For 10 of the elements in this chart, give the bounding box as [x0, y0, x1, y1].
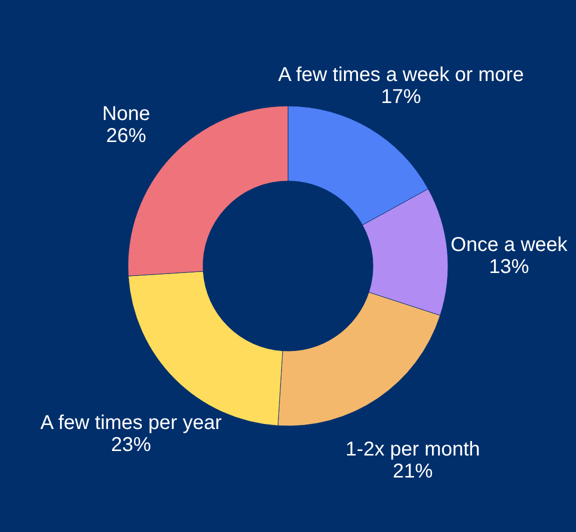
slice-label: 1-2x per month: [346, 438, 480, 461]
slice-label: A few times a week or more: [278, 64, 524, 86]
data-label: 17%: [380, 86, 422, 108]
data-label: 13%: [489, 256, 530, 278]
slice-label: None: [102, 103, 150, 126]
data-label: 26%: [106, 125, 146, 148]
slice-label: A few times per year: [40, 412, 222, 434]
slice-label: Once a week: [450, 234, 568, 256]
data-label: 21%: [392, 460, 434, 483]
data-label: 23%: [111, 434, 152, 456]
